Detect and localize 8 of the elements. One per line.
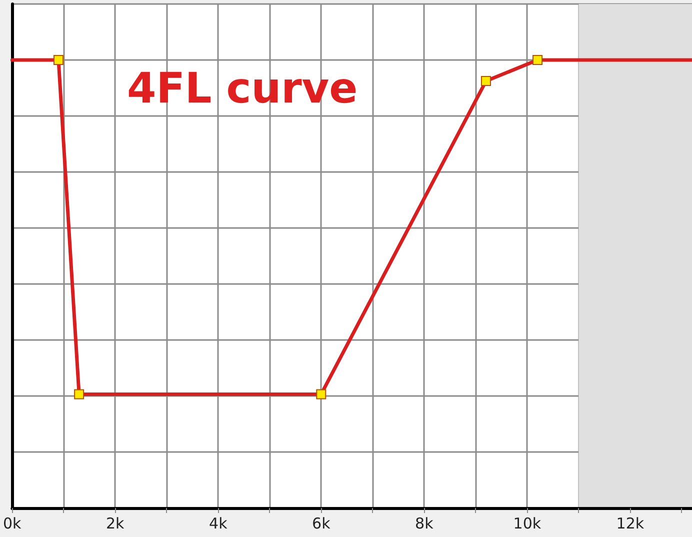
x-tick-label: 10k xyxy=(513,514,542,532)
x-tick-label: 8k xyxy=(415,514,434,532)
chart-title: 4FL curve xyxy=(127,64,358,112)
x-tick-label: 12k xyxy=(616,514,644,532)
x-tick-label: 6k xyxy=(312,514,331,532)
x-tick-label: 4k xyxy=(209,514,228,532)
x-tick-label: 0k xyxy=(3,514,22,532)
x-tick-label: 2k xyxy=(106,514,125,532)
